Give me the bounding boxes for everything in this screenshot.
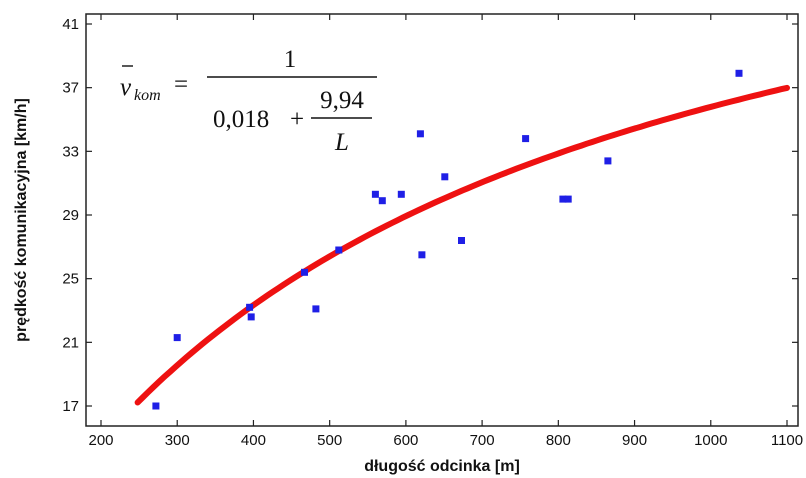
- y-tick-label: 29: [62, 207, 79, 224]
- x-axis-ticks: 200 300 400 500 600 700 800 900 1000 1100: [88, 14, 803, 449]
- y-axis-title: prędkość komunikacyjna [km/h]: [13, 98, 30, 342]
- data-point: [418, 251, 426, 259]
- y-tick-label: 41: [62, 16, 79, 33]
- x-tick-label: 800: [546, 432, 571, 449]
- formula-denominator-constant: 0,018: [213, 106, 269, 133]
- formula-lhs-subscript: kom: [134, 87, 161, 104]
- y-axis-ticks: 17 21 25 29 33 37 41: [62, 16, 798, 415]
- x-axis-title: długość odcinka [m]: [364, 458, 520, 475]
- fit-curve-line: [134, 84, 790, 406]
- x-tick-label: 1100: [771, 432, 803, 449]
- data-point: [397, 190, 405, 198]
- plot-frame: [85, 13, 799, 427]
- y-tick-label: 17: [62, 398, 79, 415]
- data-point: [378, 197, 386, 205]
- formula: v kom = 1 0,018 + 9,94 L: [120, 46, 377, 156]
- data-point: [735, 69, 743, 77]
- x-tick-label: 600: [393, 432, 418, 449]
- formula-inner-denominator: L: [334, 129, 349, 156]
- y-tick-label: 25: [62, 271, 79, 288]
- data-point: [559, 195, 567, 203]
- x-tick-label: 700: [470, 432, 495, 449]
- data-point: [246, 303, 254, 311]
- y-tick-label: 37: [62, 80, 79, 97]
- data-point: [312, 305, 320, 313]
- data-points-layer: [152, 69, 743, 410]
- x-tick-label: 400: [241, 432, 266, 449]
- data-point: [441, 173, 449, 181]
- y-tick-label: 33: [62, 143, 79, 160]
- data-point: [152, 402, 160, 410]
- x-tick-label: 200: [88, 432, 113, 449]
- data-point: [522, 135, 530, 143]
- data-point: [247, 313, 255, 321]
- x-tick-label: 500: [317, 432, 342, 449]
- data-point: [604, 157, 612, 165]
- data-point: [564, 195, 572, 203]
- formula-numerator: 1: [284, 46, 297, 73]
- data-point: [371, 190, 379, 198]
- formula-plus: +: [290, 106, 304, 133]
- data-point: [335, 246, 343, 254]
- fit-curve-layer: [134, 84, 790, 406]
- x-tick-label: 1000: [694, 432, 727, 449]
- data-point: [173, 334, 181, 342]
- data-point: [301, 268, 308, 276]
- x-tick-label: 300: [165, 432, 190, 449]
- formula-equals: =: [174, 71, 188, 98]
- formula-lhs-symbol: v: [120, 74, 132, 101]
- data-point: [458, 237, 465, 244]
- y-tick-label: 21: [62, 334, 79, 351]
- formula-inner-numerator: 9,94: [320, 87, 364, 114]
- x-tick-label: 900: [622, 432, 647, 449]
- data-point: [416, 130, 424, 138]
